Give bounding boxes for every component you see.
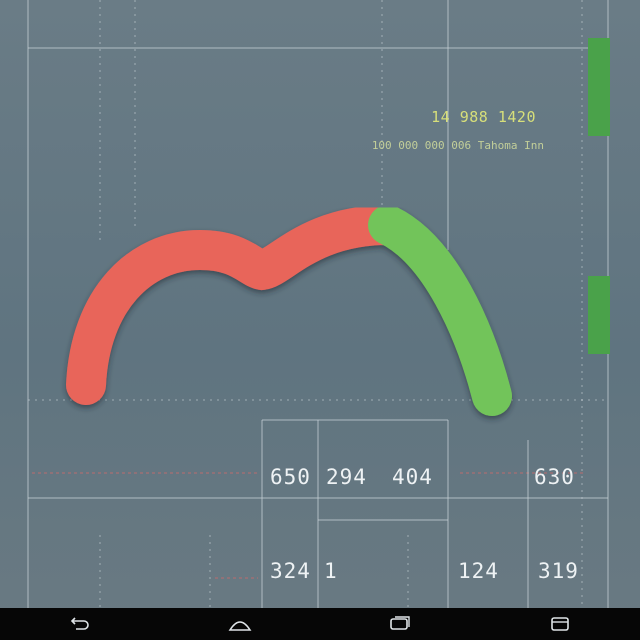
home-icon <box>228 621 252 631</box>
header-subtitle: 100 000 000 006 Tahoma Inn <box>371 139 544 152</box>
back-icon <box>70 617 89 630</box>
system-nav-bar <box>0 608 640 640</box>
readout-row2-col2: 1 <box>324 559 338 583</box>
nav-menu-button[interactable] <box>540 612 580 636</box>
readout-row1-col3: 404 <box>392 465 433 489</box>
level-indicator-top <box>588 38 610 136</box>
readout-row2-col4: 319 <box>538 559 579 583</box>
gauge-segment-low <box>66 205 408 405</box>
readout-row1-col4: 630 <box>534 465 575 489</box>
level-indicator-mid <box>588 276 610 354</box>
recents-icon <box>390 616 410 630</box>
readout-row1-col2: 294 <box>326 465 367 489</box>
header-title: 14 988 1420 <box>431 108 536 126</box>
readout-row2-col1: 324 <box>270 559 311 583</box>
nav-home-button[interactable] <box>220 612 260 636</box>
readout-row1-col1: 650 <box>270 465 311 489</box>
nav-back-button[interactable] <box>60 612 100 636</box>
gauge-segment-high <box>368 205 512 416</box>
menu-icon <box>551 617 569 631</box>
nav-recents-button[interactable] <box>380 612 420 636</box>
readout-row2-col3: 124 <box>458 559 499 583</box>
